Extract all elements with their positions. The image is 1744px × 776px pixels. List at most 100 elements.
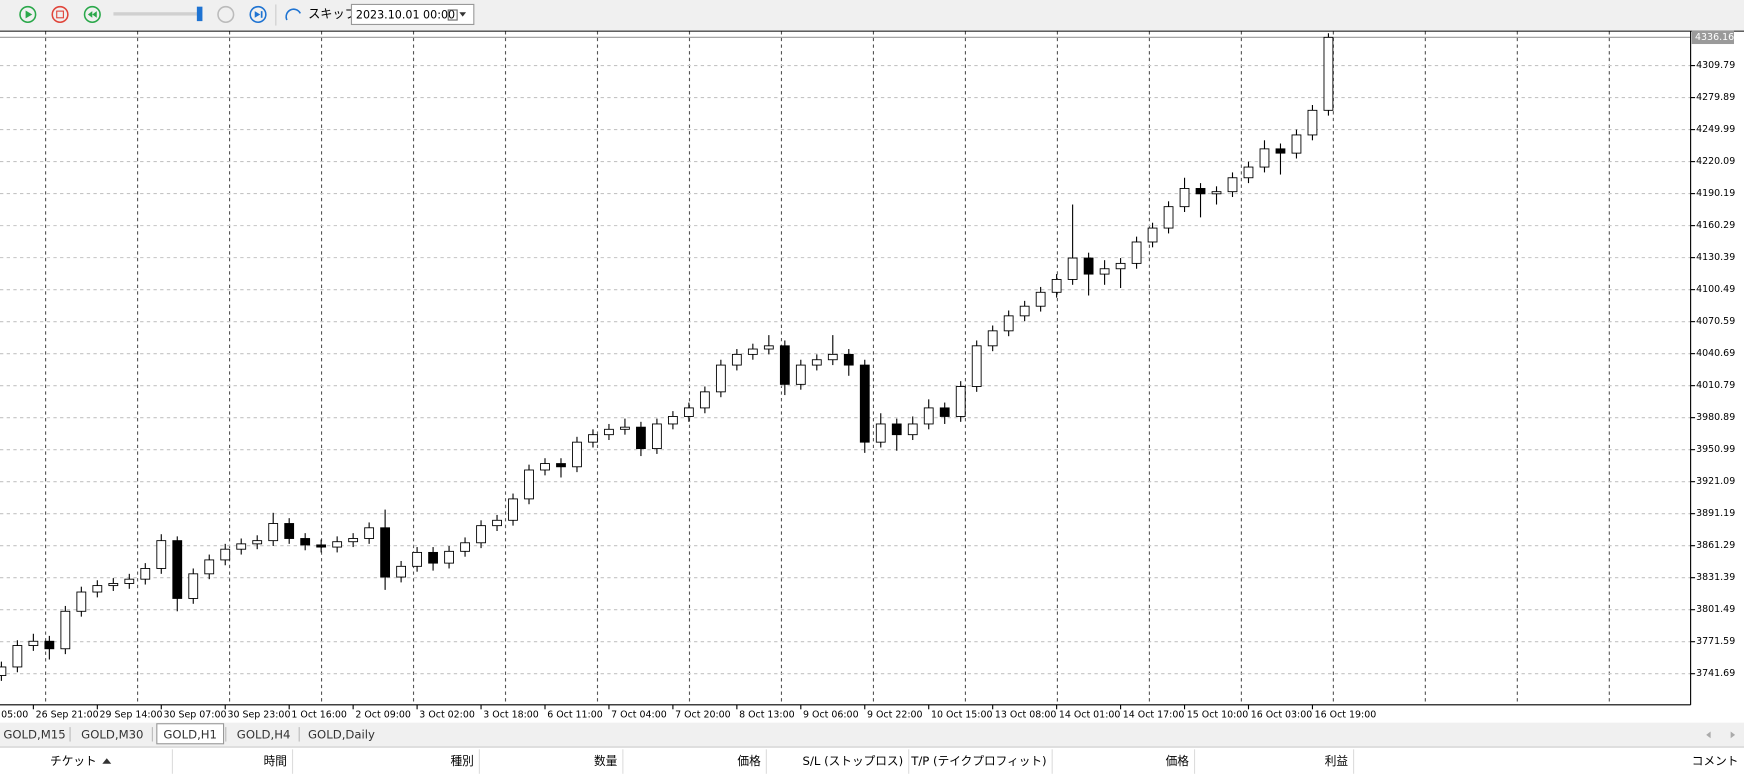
- candle-body: [779, 345, 790, 385]
- rewind-button[interactable]: [83, 5, 101, 24]
- candle-body: [1275, 148, 1286, 154]
- candle-body: [204, 559, 215, 575]
- chart-tabs: GOLD,M15 GOLD,M30 GOLD,H1 GOLD,H4 GOLD,Daily: [0, 722, 1744, 748]
- candle-body: [987, 330, 998, 347]
- x-tick-label: 14 Oct 17:00: [1123, 709, 1185, 720]
- y-tick-label: 4249.99: [1696, 124, 1735, 135]
- candle-body: [1227, 177, 1238, 193]
- x-tick-label: 30 Sep 23:00: [227, 709, 290, 720]
- candle-body: [44, 640, 55, 650]
- fast-forward-button[interactable]: [217, 5, 235, 24]
- y-tick-label: 4190.19: [1696, 188, 1735, 199]
- candle-body: [811, 359, 822, 366]
- candle-body: [1179, 188, 1190, 208]
- x-tick-label: 9 Oct 06:00: [803, 709, 859, 720]
- candle-body: [668, 416, 678, 425]
- chart-tab[interactable]: GOLD,M15: [3, 727, 71, 742]
- candle-body: [60, 610, 71, 650]
- candle-body: [236, 543, 247, 550]
- column-header[interactable]: コメント: [1692, 754, 1739, 768]
- candle-body: [1035, 291, 1046, 307]
- candle-body: [284, 523, 295, 539]
- y-tick-label: 3861.29: [1696, 540, 1735, 551]
- header-bg: [0, 747, 1744, 776]
- candle-body: [588, 434, 598, 443]
- candle-body: [1259, 148, 1270, 168]
- column-header[interactable]: 価格: [737, 754, 761, 768]
- date-value: 2023.10.01 00:00: [356, 9, 455, 22]
- active-tab: [156, 723, 225, 745]
- play-button[interactable]: [19, 5, 37, 24]
- x-tick-label: 8 Oct 13:00: [739, 709, 795, 720]
- candle-body: [364, 527, 375, 539]
- candle-body: [827, 353, 838, 361]
- column-header[interactable]: 利益: [1325, 754, 1349, 768]
- candle-body: [396, 565, 406, 578]
- speed-slider[interactable]: [113, 6, 203, 22]
- candle-body: [620, 426, 630, 430]
- candle-body: [1211, 191, 1222, 195]
- candle-body: [1019, 305, 1030, 317]
- x-tick-label: 16 Oct 19:00: [1315, 709, 1377, 720]
- x-tick-label: 3 Oct 18:00: [483, 709, 539, 720]
- candle-body: [939, 407, 950, 417]
- chart-tab[interactable]: GOLD,H1: [156, 723, 227, 745]
- stop-button[interactable]: [51, 5, 69, 24]
- candle-body: [156, 540, 167, 569]
- candle-body: [492, 519, 502, 527]
- candle-body: [763, 345, 774, 350]
- x-tick-label: 05:00: [1, 709, 28, 720]
- current-price-box: [1691, 30, 1734, 45]
- axes: 3741.69 3771.59 3801.49 3831.39 3861.29 3891.…: [1, 30, 1735, 720]
- column-header[interactable]: T/P (テイクプロフィット): [910, 754, 1046, 768]
- candle-body: [108, 583, 119, 587]
- skip-button[interactable]: スキップ: [285, 7, 358, 21]
- y-tick-label: 3891.19: [1696, 508, 1735, 519]
- column-header[interactable]: S/L (ストップロス): [803, 754, 904, 768]
- x-tick-label: 6 Oct 11:00: [547, 709, 603, 720]
- y-tick-label: 4100.49: [1696, 284, 1735, 295]
- tab-label: GOLD,M15: [3, 727, 65, 741]
- chart-tab[interactable]: GOLD,Daily: [308, 727, 375, 741]
- candle-body: [795, 364, 806, 385]
- x-tick-label: 29 Sep 14:00: [100, 709, 163, 720]
- column-header[interactable]: 価格: [1166, 754, 1190, 768]
- candle-body: [332, 541, 343, 548]
- candle-body: [508, 498, 518, 521]
- candle-body: [684, 407, 694, 417]
- candle-body: [843, 353, 854, 366]
- candle-body: [747, 348, 758, 355]
- candle-body: [428, 551, 438, 564]
- y-tick-label: 3801.49: [1696, 604, 1735, 615]
- candle-body: [1307, 109, 1318, 136]
- candle-body: [1291, 134, 1302, 154]
- candle-body: [923, 407, 934, 425]
- candle-body: [476, 525, 486, 544]
- date-picker[interactable]: 2023.10.01 00:00: [350, 3, 475, 26]
- chart: 3741.69 3771.59 3801.49 3831.39 3861.29 3891.…: [0, 30, 1744, 723]
- candle-body: [540, 463, 550, 471]
- tab-label: GOLD,H1: [163, 727, 217, 741]
- candle-body: [1163, 206, 1174, 229]
- chart-tab[interactable]: GOLD,H4: [237, 727, 300, 742]
- y-tick-label: 4130.39: [1696, 252, 1735, 263]
- toolbar: スキップ 2023.10.01 00:00: [0, 0, 1744, 31]
- chart-tab[interactable]: GOLD,M30: [81, 727, 153, 742]
- step-button[interactable]: [249, 5, 267, 24]
- y-tick-label: 3980.89: [1696, 412, 1735, 423]
- candle-body: [0, 666, 7, 676]
- column-header[interactable]: チケット: [50, 754, 97, 768]
- y-tick-label: 3950.99: [1696, 444, 1735, 455]
- x-tick-label: 30 Sep 07:00: [164, 709, 227, 720]
- candle-body: [971, 345, 982, 387]
- x-tick-label: 14 Oct 01:00: [1059, 709, 1121, 720]
- candle-body: [1051, 279, 1062, 293]
- candle-body: [715, 364, 726, 393]
- column-header[interactable]: 種別: [450, 754, 473, 768]
- column-header[interactable]: 数量: [594, 754, 618, 768]
- column-header[interactable]: 時間: [264, 754, 287, 768]
- candle-body: [572, 441, 582, 468]
- candle-body: [28, 640, 39, 646]
- candle-body: [76, 591, 87, 612]
- candle-body: [1115, 262, 1126, 270]
